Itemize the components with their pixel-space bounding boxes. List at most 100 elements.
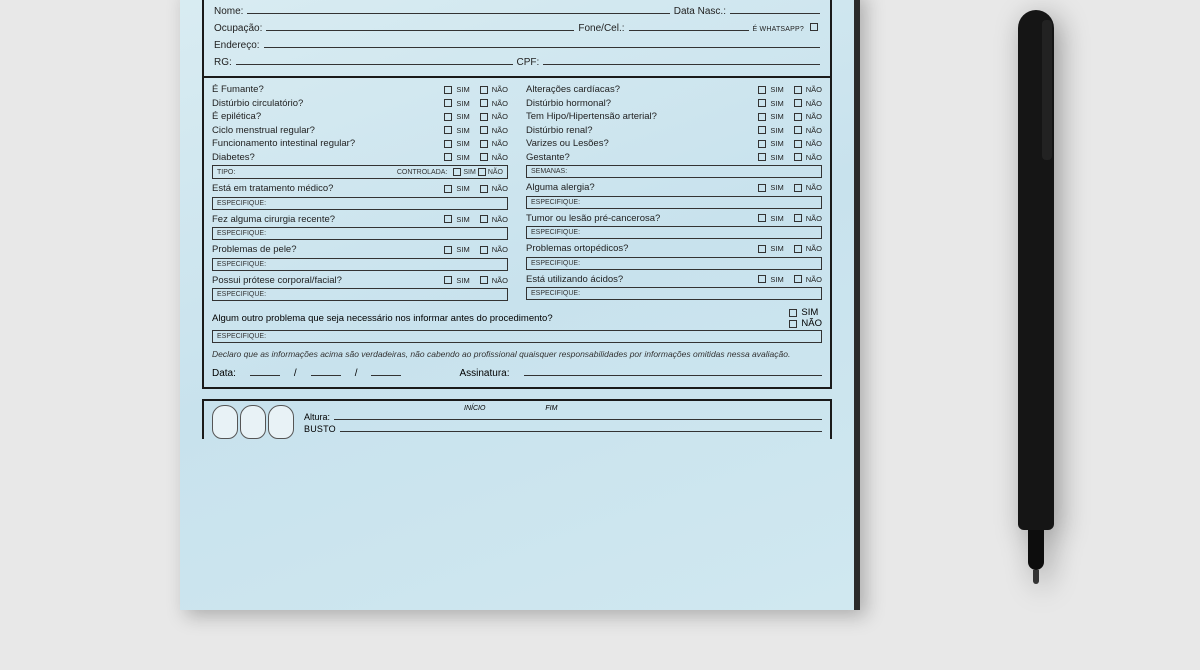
specify-field[interactable]: ESPECIFIQUE: — [526, 257, 822, 270]
checkbox-nao[interactable] — [478, 168, 486, 176]
checkbox-nao[interactable] — [480, 126, 488, 134]
checkbox-sim[interactable] — [444, 113, 452, 121]
checkbox-sim[interactable] — [444, 126, 452, 134]
field-ocupacao[interactable] — [266, 21, 574, 31]
checkbox-nao[interactable] — [794, 113, 802, 121]
question-row: Tem Hipo/Hipertensão arterial?SIMNÃO — [526, 111, 822, 122]
personal-section: Nome: Data Nasc.: Ocupação: Fone/Cel.: É… — [202, 0, 832, 78]
checkbox-whatsapp[interactable] — [810, 23, 818, 31]
field-fone[interactable] — [629, 21, 749, 31]
question-text: Distúrbio circulatório? — [212, 98, 442, 109]
checkbox-sim[interactable] — [758, 184, 766, 192]
checkbox-nao[interactable] — [794, 245, 802, 253]
checkbox-other-nao[interactable] — [789, 320, 797, 328]
label-fone: Fone/Cel.: — [578, 23, 624, 34]
specify-field[interactable]: ESPECIFIQUE: — [212, 197, 508, 210]
checkbox-sim[interactable] — [758, 245, 766, 253]
question-row: Fez alguma cirurgia recente?SIMNÃO — [212, 214, 508, 225]
specify-field[interactable]: ESPECIFIQUE: — [212, 227, 508, 240]
field-assinatura[interactable] — [524, 366, 823, 376]
pen-prop — [1012, 0, 1060, 670]
checkbox-nao[interactable] — [480, 99, 488, 107]
checkbox-sim[interactable] — [758, 275, 766, 283]
checkbox-sim[interactable] — [444, 246, 452, 254]
health-section: É Fumante?SIMNÃO Distúrbio circulatório? S… — [202, 78, 832, 389]
specify-field[interactable]: ESPECIFIQUE: — [526, 196, 822, 209]
question-row: Varizes ou Lesões?SIMNÃO — [526, 138, 822, 149]
question-text: Varizes ou Lesões? — [526, 138, 756, 149]
field-rg[interactable] — [236, 55, 513, 65]
question-text: Fez alguma cirurgia recente? — [212, 214, 442, 225]
checkbox-sim[interactable] — [758, 99, 766, 107]
checkbox-nao[interactable] — [480, 276, 488, 284]
checkbox-sim[interactable] — [444, 276, 452, 284]
question-row: Distúrbio renal?SIMNÃO — [526, 125, 822, 136]
checkbox-nao[interactable] — [480, 185, 488, 193]
checkbox-sim[interactable] — [758, 153, 766, 161]
question-row: Está em tratamento médico?SIMNÃO — [212, 183, 508, 194]
question-row: Possui prótese corporal/facial?SIMNÃO — [212, 275, 508, 286]
label-inicio: INÍCIO — [464, 405, 485, 412]
checkbox-nao[interactable] — [794, 99, 802, 107]
specify-field[interactable]: ESPECIFIQUE: — [526, 226, 822, 239]
checkbox-sim[interactable] — [444, 86, 452, 94]
field-cpf[interactable] — [543, 55, 820, 65]
label-whatsapp: É WHATSAPP? — [753, 26, 804, 33]
field-nome[interactable] — [247, 4, 669, 14]
checkbox-nao[interactable] — [480, 140, 488, 148]
field-data-y[interactable] — [371, 366, 401, 376]
checkbox-nao[interactable] — [480, 113, 488, 121]
specify-field[interactable]: ESPECIFIQUE: — [526, 287, 822, 300]
question-row: Gestante?SIMNÃO — [526, 152, 822, 163]
checkbox-nao[interactable] — [794, 214, 802, 222]
checkbox-sim[interactable] — [444, 140, 452, 148]
checkbox-sim[interactable] — [758, 86, 766, 94]
checkbox-sim[interactable] — [444, 215, 452, 223]
checkbox-nao[interactable] — [794, 86, 802, 94]
checkbox-sim[interactable] — [453, 168, 461, 176]
checkbox-other-sim[interactable] — [789, 309, 797, 317]
checkbox-sim[interactable] — [444, 185, 452, 193]
checkbox-nao[interactable] — [794, 153, 802, 161]
checkbox-nao[interactable] — [480, 86, 488, 94]
label-datanasc: Data Nasc.: — [674, 6, 726, 17]
sub-field[interactable]: SEMANAS: — [526, 165, 822, 178]
field-data-d[interactable] — [250, 366, 280, 376]
health-col-right: Alterações cardíacas?SIMNÃO Distúrbio hor… — [526, 84, 822, 305]
checkbox-nao[interactable] — [794, 275, 802, 283]
checkbox-nao[interactable] — [794, 140, 802, 148]
silhouette-icons — [212, 405, 294, 439]
question-row: Está utilizando ácidos?SIMNÃO — [526, 274, 822, 285]
label-nome: Nome: — [214, 6, 243, 17]
specify-field[interactable]: ESPECIFIQUE: — [212, 288, 508, 301]
measurements-section: INÍCIO FIM Altura: BUSTO — [202, 399, 832, 439]
checkbox-sim[interactable] — [758, 214, 766, 222]
checkbox-nao[interactable] — [794, 184, 802, 192]
question-text: Distúrbio hormonal? — [526, 98, 756, 109]
checkbox-nao[interactable] — [480, 153, 488, 161]
question-row: Ciclo menstrual regular?SIMNÃO — [212, 125, 508, 136]
field-endereco[interactable] — [264, 38, 820, 48]
question-text: Alguma alergia? — [526, 182, 756, 193]
field-data-m[interactable] — [311, 366, 341, 376]
checkbox-sim[interactable] — [758, 126, 766, 134]
checkbox-sim[interactable] — [758, 140, 766, 148]
question-text: Tem Hipo/Hipertensão arterial? — [526, 111, 756, 122]
checkbox-nao[interactable] — [480, 215, 488, 223]
question-text: Tumor ou lesão pré-cancerosa? — [526, 213, 756, 224]
checkbox-nao[interactable] — [480, 246, 488, 254]
other-specify[interactable]: ESPECIFIQUE: — [212, 330, 822, 343]
checkbox-sim[interactable] — [758, 113, 766, 121]
checkbox-sim[interactable] — [444, 99, 452, 107]
label-rg: RG: — [214, 57, 232, 68]
checkbox-sim[interactable] — [444, 153, 452, 161]
question-row: Alterações cardíacas?SIMNÃO — [526, 84, 822, 95]
field-busto[interactable] — [340, 424, 822, 432]
label-other-problem: Algum outro problema que seja necessário… — [212, 313, 787, 324]
field-altura[interactable] — [334, 412, 822, 420]
field-datanasc[interactable] — [730, 4, 820, 14]
specify-field[interactable]: ESPECIFIQUE: — [212, 258, 508, 271]
checkbox-nao[interactable] — [794, 126, 802, 134]
question-row: É Fumante?SIMNÃO — [212, 84, 508, 95]
sub-field[interactable]: TIPO:CONTROLADA: SIM NÃO — [212, 165, 508, 179]
